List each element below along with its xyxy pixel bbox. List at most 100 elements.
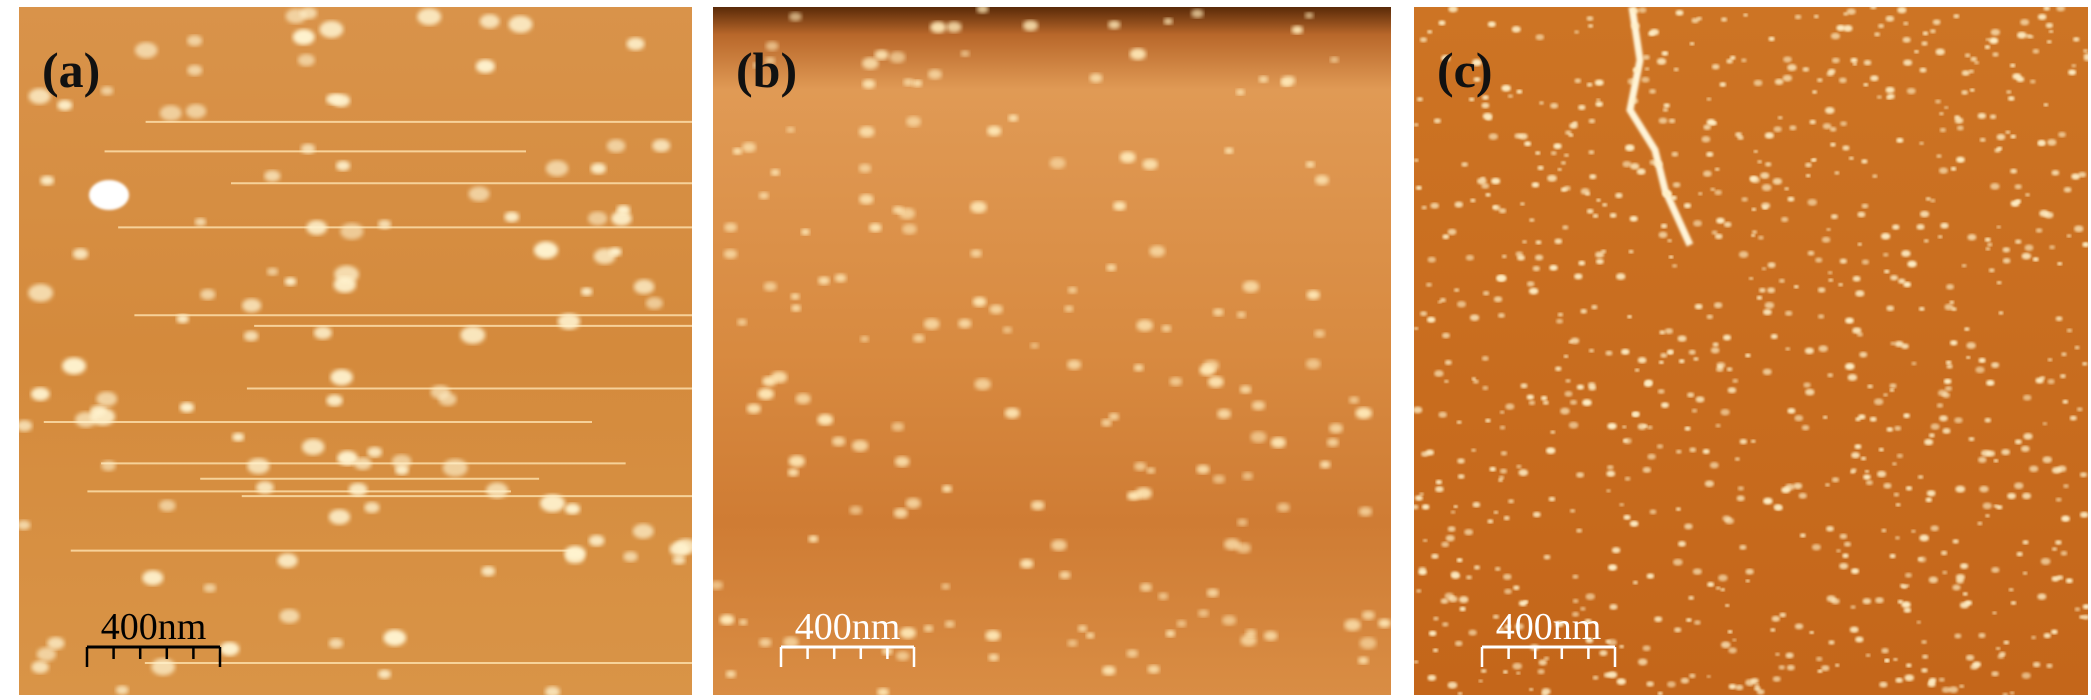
- particle: [1884, 269, 1890, 274]
- particle: [1582, 399, 1592, 407]
- particle: [1701, 136, 1711, 143]
- particle: [1476, 177, 1487, 185]
- particle: [1147, 664, 1160, 674]
- particle: [2016, 76, 2025, 83]
- particle: [2016, 551, 2023, 557]
- particle: [1660, 223, 1668, 229]
- particle: [1807, 198, 1818, 206]
- particle: [1158, 592, 1169, 600]
- particle: [1996, 504, 2003, 510]
- particle: [1485, 192, 1491, 197]
- particle: [588, 534, 605, 547]
- particle: [1222, 615, 1237, 626]
- particle: [1670, 195, 1677, 201]
- particle: [1161, 324, 1172, 332]
- particle: [1497, 627, 1505, 632]
- particle: [1644, 379, 1653, 386]
- particle: [1588, 348, 1595, 353]
- particle: [1361, 610, 1375, 620]
- particle: [1433, 118, 1442, 124]
- particle: [1703, 124, 1712, 130]
- particle: [1647, 453, 1656, 460]
- particle: [1628, 249, 1634, 254]
- particle: [1008, 114, 1019, 122]
- particle: [1801, 424, 1810, 431]
- particle: [179, 402, 195, 413]
- particle: [2044, 211, 2054, 219]
- particle: [1086, 632, 1095, 639]
- particle: [1739, 438, 1748, 445]
- particle: [1468, 629, 1477, 636]
- particle: [652, 139, 671, 153]
- particle: [1149, 245, 1166, 257]
- particle: [1563, 153, 1569, 158]
- particle: [1850, 57, 1858, 63]
- particle: [1764, 301, 1775, 309]
- particle: [1673, 558, 1683, 566]
- particle: [1518, 469, 1529, 477]
- particle: [1642, 424, 1648, 428]
- particle: [1772, 177, 1783, 185]
- particle: [1946, 283, 1955, 290]
- particle: [1512, 662, 1523, 670]
- particle: [1435, 486, 1444, 493]
- particle: [1903, 607, 1912, 613]
- particle: [1959, 563, 1969, 569]
- particle: [2074, 607, 2081, 612]
- particle: [1239, 385, 1252, 394]
- particle: [1754, 683, 1760, 688]
- particle: [889, 51, 906, 63]
- particle: [590, 162, 607, 175]
- particle: [1564, 390, 1573, 397]
- particle: [877, 687, 890, 695]
- particle: [1683, 203, 1692, 209]
- particle: [1498, 208, 1507, 214]
- particle: [1778, 665, 1786, 670]
- particle: [1939, 415, 1948, 422]
- particle: [1414, 123, 1419, 127]
- particle: [36, 647, 57, 662]
- particle: [1961, 90, 1968, 95]
- particle: [2083, 52, 2088, 59]
- particle: [319, 20, 344, 38]
- particle: [1984, 237, 1991, 242]
- particle: [1889, 388, 1895, 392]
- particle: [1803, 382, 1811, 388]
- particle: [19, 520, 31, 530]
- particle: [1826, 227, 1831, 232]
- particle: [115, 685, 129, 695]
- particle: [858, 163, 872, 173]
- particle: [1992, 611, 1997, 615]
- particle: [1501, 254, 1507, 259]
- particle: [1949, 300, 1955, 304]
- particle: [1942, 428, 1951, 434]
- particle: [1030, 342, 1039, 349]
- particle: [1499, 468, 1508, 474]
- particle: [1602, 202, 1608, 207]
- particle: [1886, 305, 1895, 312]
- particle: [2032, 48, 2040, 54]
- particle: [1677, 335, 1687, 342]
- particle: [1457, 474, 1465, 479]
- particle: [1671, 151, 1679, 157]
- particle: [611, 211, 632, 226]
- particle: [905, 497, 921, 509]
- particle: [1329, 56, 1339, 63]
- particle: [62, 357, 86, 375]
- particle: [1802, 67, 1810, 72]
- particle: [2016, 31, 2027, 39]
- particle: [1955, 485, 1966, 493]
- particle: [285, 8, 307, 24]
- particle: [1674, 627, 1682, 633]
- particle: [1711, 63, 1720, 70]
- panel-label: (a): [42, 42, 100, 98]
- particle: [135, 42, 158, 59]
- particle: [1735, 132, 1743, 138]
- particle: [1882, 252, 1889, 257]
- particle: [1572, 574, 1579, 579]
- particle: [1425, 449, 1435, 456]
- panel-label: (b): [736, 42, 797, 98]
- particle: [1826, 71, 1834, 77]
- particle: [2023, 394, 2032, 401]
- particle: [2020, 445, 2030, 452]
